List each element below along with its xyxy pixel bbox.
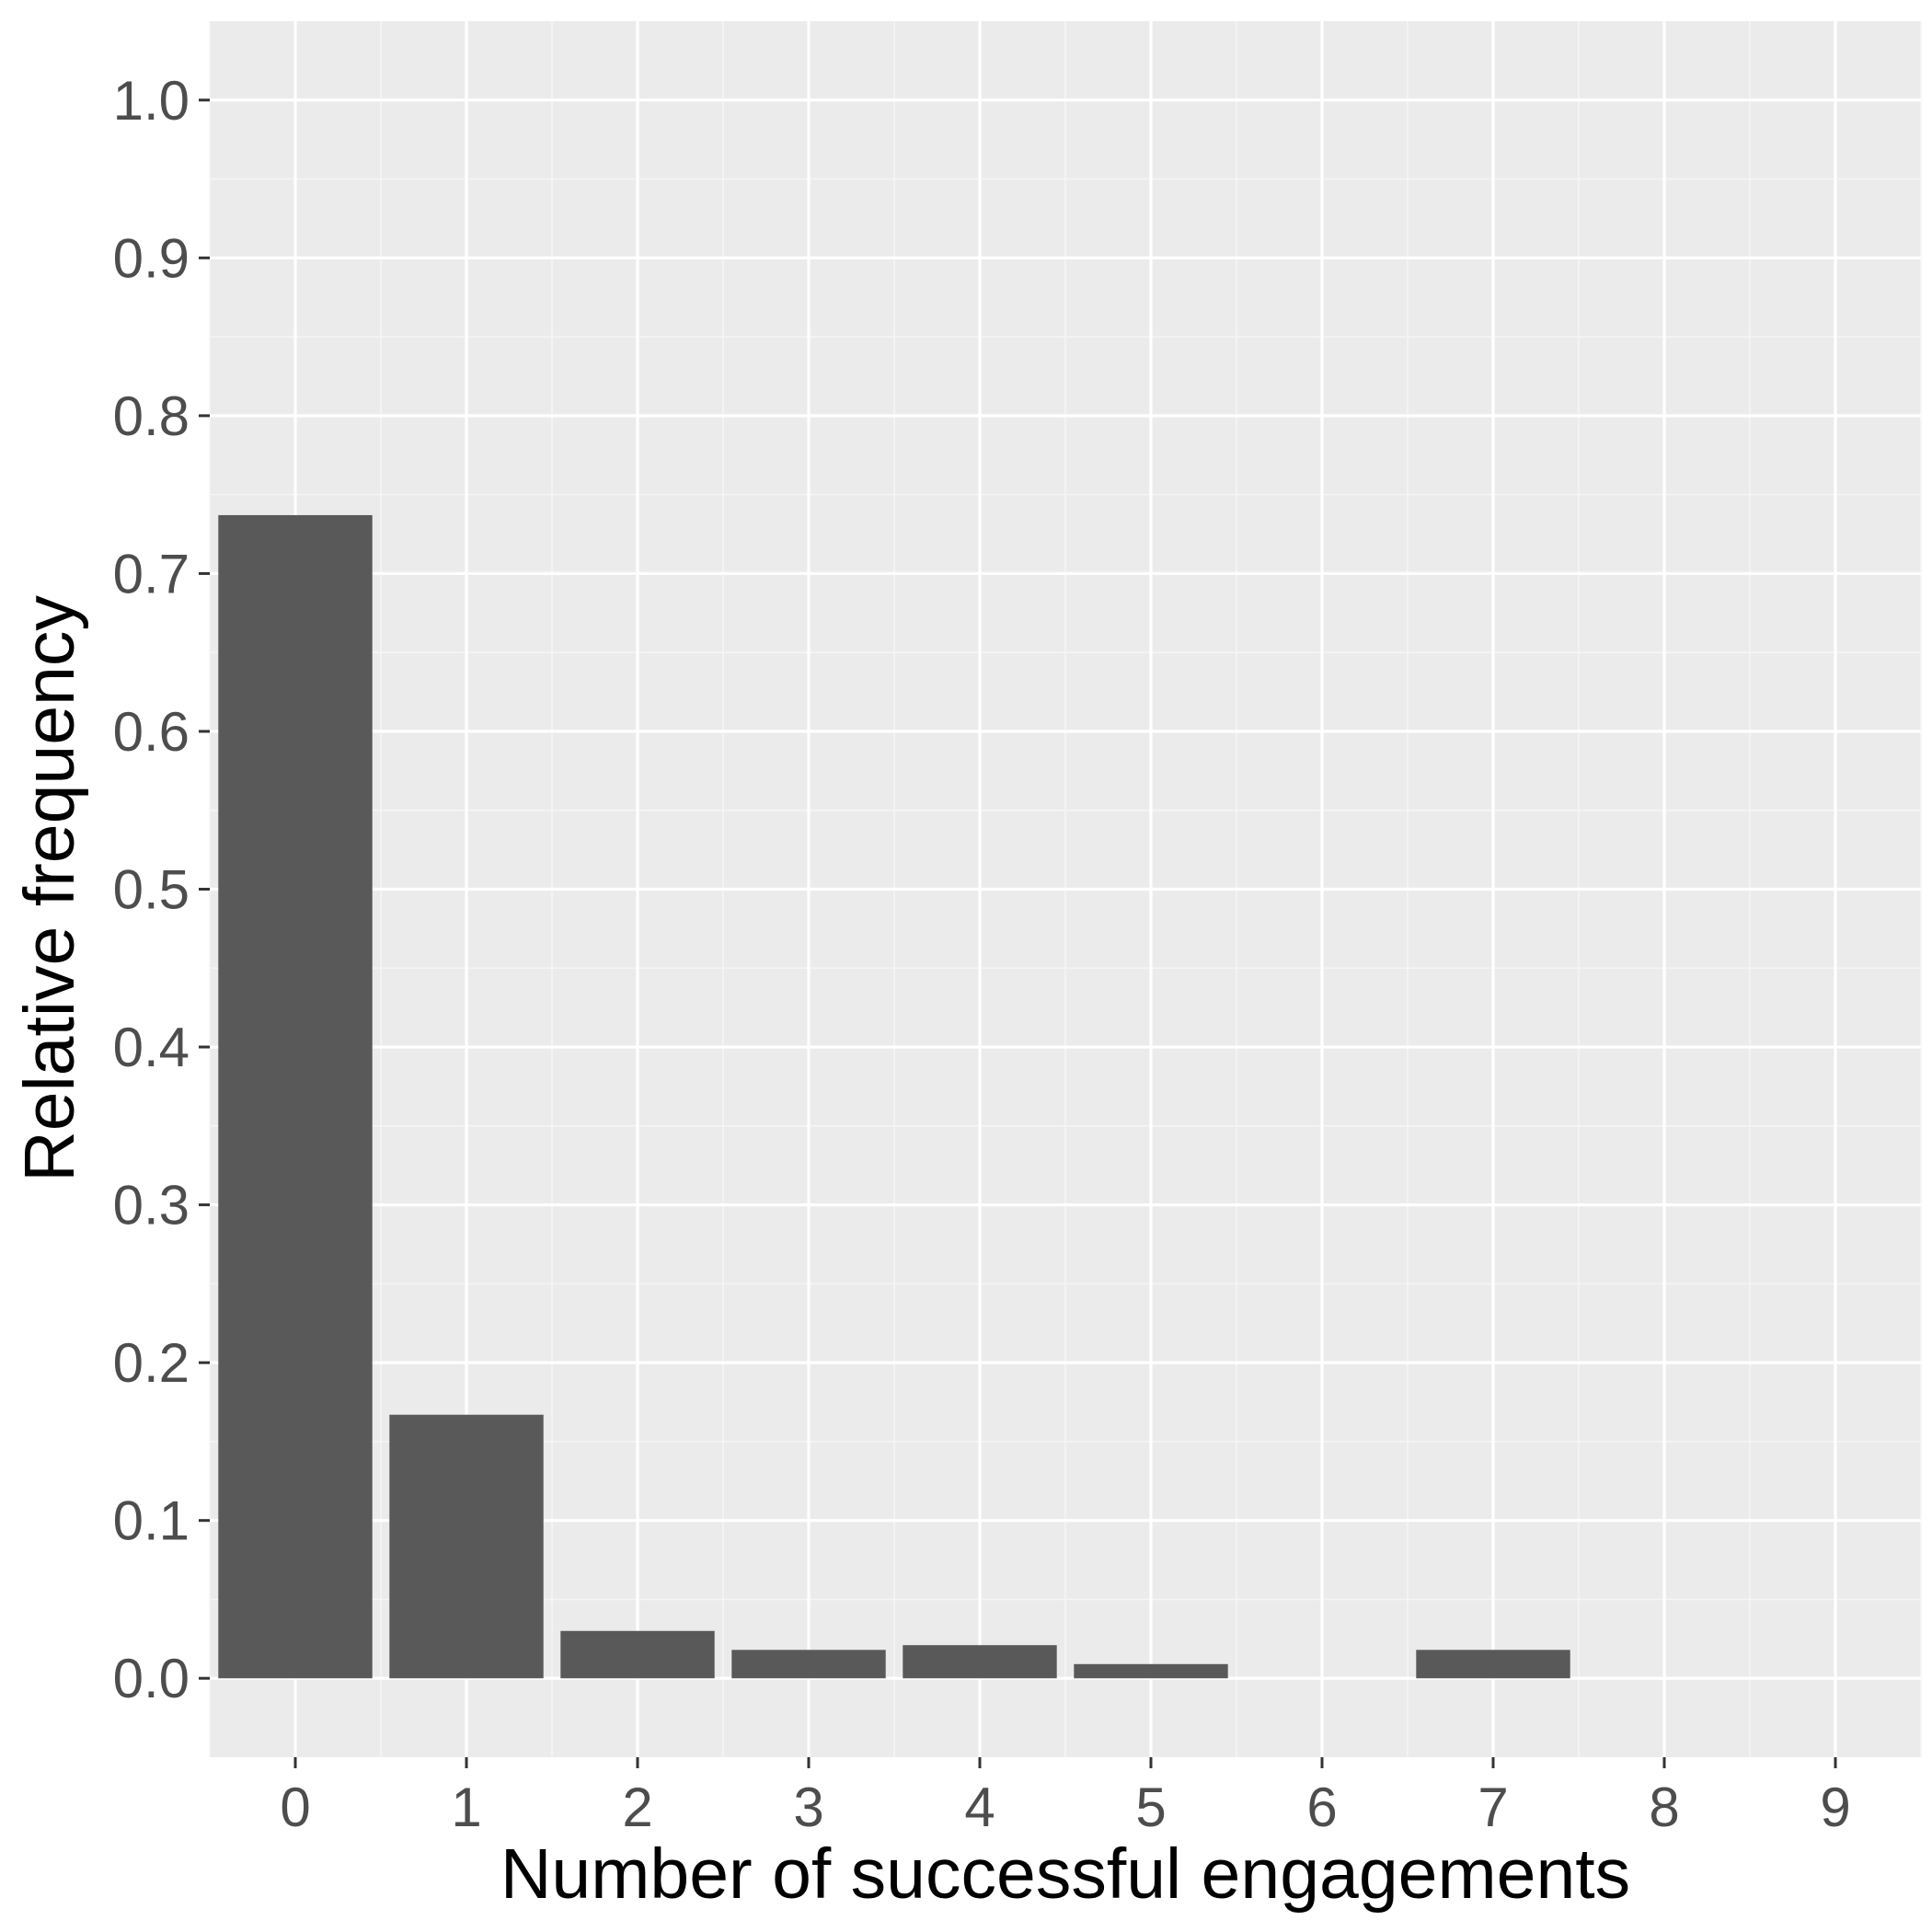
y-tick-label: 1.0 — [113, 70, 190, 132]
y-tick-label: 0.5 — [113, 859, 190, 921]
x-axis: 0 1 2 3 4 5 6 7 8 9 — [280, 1757, 1851, 1838]
y-axis: 0.0 0.1 0.2 0.3 0.4 0.5 0.6 0.7 0.8 0.9 1.0 — [113, 70, 210, 1709]
y-tick-label: 0.2 — [113, 1332, 190, 1394]
bar-4 — [903, 1645, 1057, 1679]
x-axis-title: Number of successful engagements — [500, 1834, 1630, 1914]
bars — [218, 514, 1570, 1679]
y-tick-label: 0.7 — [113, 543, 190, 604]
x-tick-label: 8 — [1649, 1777, 1679, 1838]
x-tick-label: 0 — [280, 1777, 310, 1838]
x-tick-label: 7 — [1478, 1777, 1508, 1838]
bar-0 — [218, 514, 373, 1679]
x-tick-label: 9 — [1820, 1777, 1850, 1838]
y-tick-label: 0.4 — [113, 1017, 190, 1078]
bar-5 — [1074, 1663, 1228, 1679]
x-tick-label: 2 — [622, 1777, 652, 1838]
x-tick-label: 6 — [1306, 1777, 1337, 1838]
y-tick-label: 0.6 — [113, 701, 190, 763]
bar-7 — [1416, 1650, 1570, 1679]
major-gridlines — [210, 21, 1921, 1757]
y-tick-label: 0.1 — [113, 1490, 190, 1552]
x-tick-label: 3 — [793, 1777, 823, 1838]
bar-2 — [560, 1630, 715, 1679]
bar-3 — [731, 1650, 886, 1679]
y-axis-title: Relative frequency — [10, 595, 89, 1182]
y-tick-label: 0.8 — [113, 385, 190, 447]
y-tick-label: 0.3 — [113, 1175, 190, 1236]
y-tick-label: 0.0 — [113, 1648, 190, 1709]
y-tick-label: 0.9 — [113, 227, 190, 289]
x-tick-label: 1 — [451, 1777, 481, 1838]
x-tick-label: 4 — [964, 1777, 995, 1838]
x-tick-label: 5 — [1135, 1777, 1166, 1838]
bar-1 — [389, 1414, 544, 1679]
